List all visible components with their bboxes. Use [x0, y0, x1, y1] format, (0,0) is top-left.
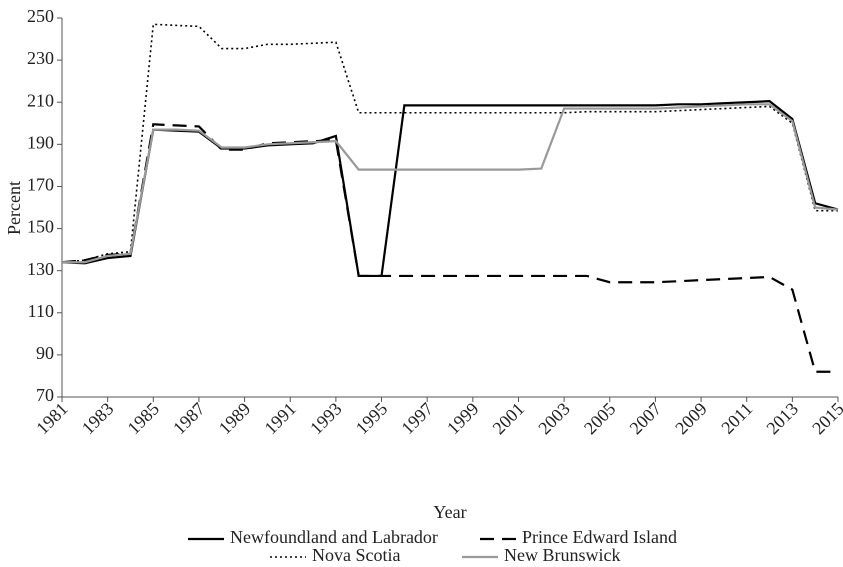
- line: [62, 103, 839, 264]
- y-tick-label: 90: [36, 343, 54, 363]
- legend-label: Nova Scotia: [312, 545, 400, 565]
- y-tick-label: 130: [27, 259, 54, 279]
- x-tick-label: 1995: [352, 399, 392, 439]
- x-tick-label: 1983: [78, 399, 118, 439]
- y-tick-label: 210: [27, 90, 54, 110]
- legend-label: Newfoundland and Labrador: [230, 527, 438, 547]
- x-tick-label: 2015: [808, 399, 843, 439]
- x-tick-label: 2009: [671, 399, 711, 439]
- y-tick-label: 70: [36, 385, 54, 405]
- x-tick-label: 1985: [123, 399, 163, 439]
- legend-label: New Brunswick: [504, 545, 620, 565]
- x-tick-label: 1997: [397, 399, 437, 439]
- y-tick-label: 190: [27, 132, 54, 152]
- legend-label: Prince Edward Island: [522, 527, 677, 547]
- y-tick-label: 150: [27, 217, 54, 237]
- line: [61, 123, 838, 373]
- x-tick-label: 2013: [763, 399, 803, 439]
- x-tick-label: 1993: [306, 399, 346, 439]
- y-tick-label: 230: [27, 48, 54, 68]
- y-tick-label: 250: [27, 6, 54, 26]
- line: [61, 23, 838, 264]
- x-axis-title: Year: [433, 502, 466, 522]
- x-tick-label: 2001: [489, 399, 529, 439]
- x-tick-label: 1989: [215, 399, 255, 439]
- x-tick-label: 2011: [717, 399, 756, 438]
- x-tick-label: 2007: [626, 399, 666, 439]
- line: [61, 100, 839, 278]
- x-tick-label: 2005: [580, 399, 620, 439]
- x-tick-label: 2003: [534, 399, 574, 439]
- x-tick-label: 1987: [169, 399, 209, 439]
- y-tick-label: 170: [27, 175, 54, 195]
- y-tick-label: 110: [28, 301, 54, 321]
- x-tick-label: 1999: [443, 399, 483, 439]
- y-axis-title: Percent: [4, 181, 24, 235]
- x-tick-label: 1991: [260, 399, 300, 439]
